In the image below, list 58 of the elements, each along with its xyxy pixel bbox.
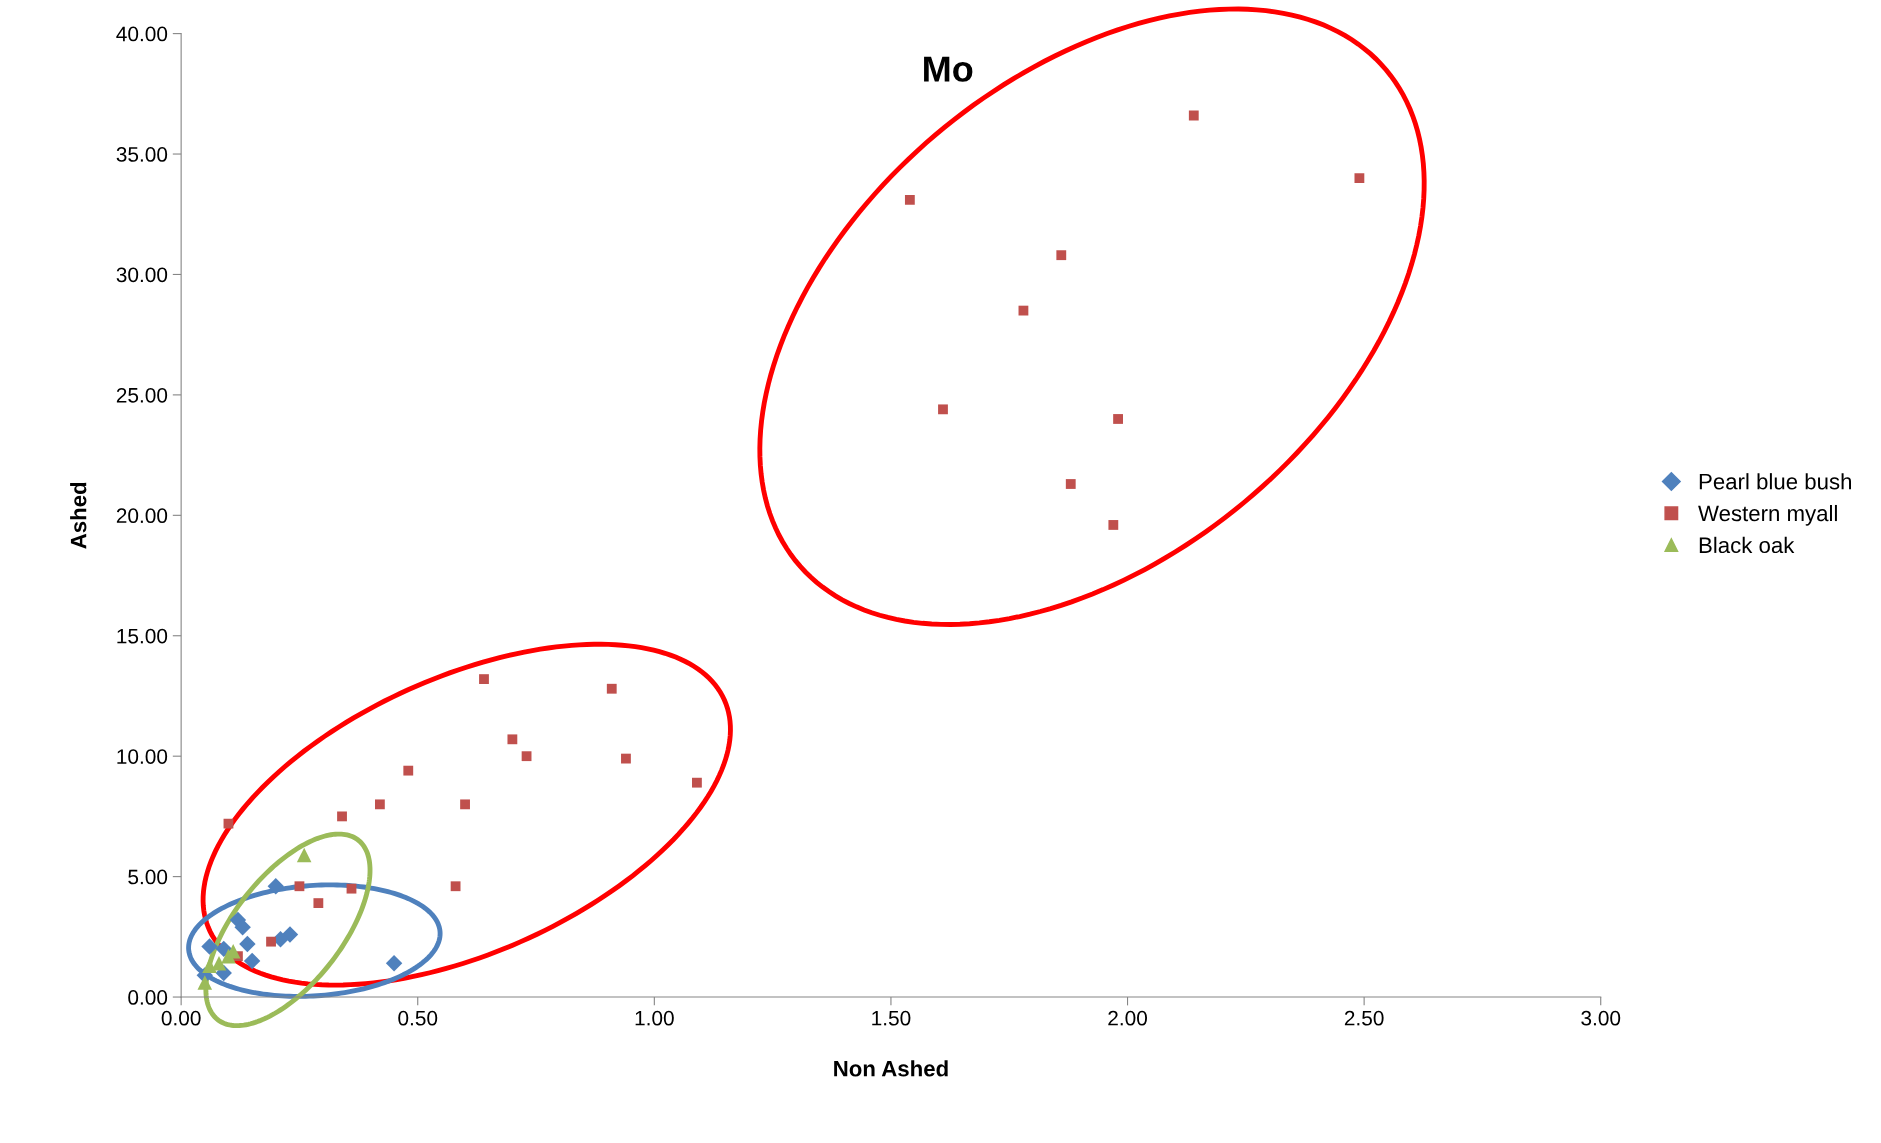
- point: [1065, 479, 1076, 489]
- point: [621, 753, 631, 764]
- point: [507, 734, 518, 745]
- point: [197, 975, 213, 990]
- point: [337, 811, 347, 822]
- point: [1018, 305, 1029, 316]
- x-tick-label: 1.50: [872, 1010, 911, 1026]
- point: [202, 958, 217, 974]
- y-tick-label: 40.00: [116, 26, 168, 42]
- y-tick-label: 20.00: [116, 508, 168, 524]
- point: [479, 674, 489, 685]
- point: [403, 765, 414, 776]
- point: [221, 948, 236, 964]
- point: [1056, 250, 1067, 261]
- point: [1188, 110, 1199, 121]
- point: [243, 952, 261, 970]
- point: [296, 847, 312, 863]
- point: [346, 883, 357, 894]
- point: [1108, 520, 1119, 530]
- point: [385, 955, 403, 972]
- y-axis-title: Ashed: [70, 482, 87, 549]
- point: [223, 818, 234, 829]
- point: [294, 881, 305, 892]
- point: [692, 777, 702, 788]
- y-tick-label: 5.00: [128, 869, 168, 885]
- y-tick-label: 10.00: [117, 749, 168, 764]
- x-axis-title: Non Ashed: [834, 1060, 948, 1077]
- point: [606, 683, 617, 694]
- x-tick-label: 2.00: [1108, 1010, 1147, 1026]
- point: [266, 936, 276, 947]
- point: [374, 799, 385, 810]
- point: [211, 956, 227, 971]
- y-tick-label: 35.00: [116, 147, 168, 162]
- point: [460, 799, 470, 810]
- y-tick-label: 25.00: [116, 387, 168, 403]
- point: [1113, 414, 1123, 424]
- point: [904, 194, 915, 205]
- point: [215, 940, 232, 958]
- x-tick-label: 2.50: [1344, 1010, 1384, 1026]
- chart-title: Mo: [924, 56, 973, 82]
- legend-label: Western myall: [1698, 504, 1837, 526]
- x-tick-label: 0.00: [161, 1010, 201, 1026]
- point: [521, 751, 532, 762]
- point: [313, 898, 324, 909]
- legend-label: Black oak: [1699, 536, 1795, 554]
- y-tick-label: 30.00: [116, 267, 168, 283]
- x-tick-label: 3.00: [1581, 1010, 1621, 1026]
- x-tick-label: 1.00: [635, 1010, 674, 1026]
- y-tick-label: 0.00: [128, 990, 168, 1005]
- x-tick-label: 0.50: [398, 1010, 438, 1026]
- legend-label: Pearl blue bush: [1699, 473, 1851, 490]
- point: [1354, 173, 1365, 184]
- point: [450, 881, 461, 892]
- point: [938, 404, 948, 415]
- point: [267, 878, 284, 895]
- point: [239, 935, 256, 953]
- point: [201, 938, 218, 955]
- y-tick-label: 15.00: [117, 628, 168, 644]
